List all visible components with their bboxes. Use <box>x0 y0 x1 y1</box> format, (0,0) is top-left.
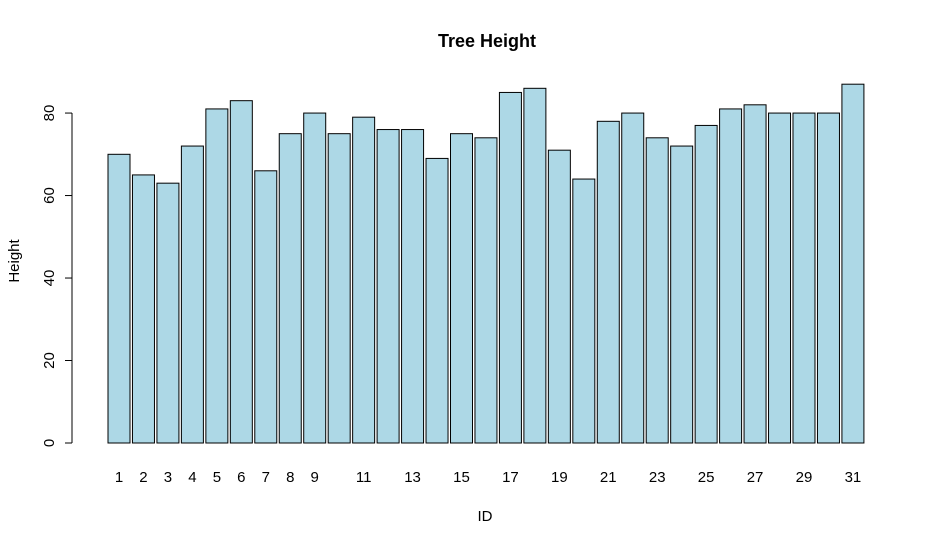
y-tick-label-60: 60 <box>41 187 58 204</box>
x-tick-label-23: 23 <box>649 469 666 486</box>
bar-4 <box>180 145 204 444</box>
x-tick-label-2: 2 <box>139 469 147 486</box>
y-axis-label: Height <box>6 238 23 282</box>
x-tick-label-5: 5 <box>213 469 221 486</box>
bar-12 <box>376 129 400 444</box>
x-tick-label-7: 7 <box>262 469 270 486</box>
bar-31 <box>841 83 865 444</box>
y-tick-label-20: 20 <box>41 352 58 369</box>
bar-19 <box>547 149 571 444</box>
bar-9 <box>303 112 327 444</box>
bar-13 <box>401 129 425 444</box>
chart-title: Tree Height <box>438 31 536 51</box>
bar-24 <box>670 145 694 444</box>
y-tick-label-0: 0 <box>41 439 58 447</box>
bar-25 <box>694 124 718 444</box>
bar-22 <box>621 112 645 444</box>
y-tick-label-40: 40 <box>41 270 58 287</box>
x-tick-label-17: 17 <box>502 469 519 486</box>
bar-5 <box>205 108 229 444</box>
y-axis: 0 20 40 60 80 <box>41 105 73 447</box>
bars-group <box>107 83 865 444</box>
x-tick-label-19: 19 <box>551 469 568 486</box>
x-tick-label-15: 15 <box>453 469 470 486</box>
bar-17 <box>498 91 522 444</box>
x-tick-label-25: 25 <box>698 469 715 486</box>
bar-26 <box>719 108 743 444</box>
x-tick-label-31: 31 <box>845 469 862 486</box>
x-tick-label-27: 27 <box>747 469 764 486</box>
bar-18 <box>523 87 547 444</box>
x-tick-label-4: 4 <box>188 469 196 486</box>
y-tick-label-80: 80 <box>41 105 58 122</box>
x-tick-label-1: 1 <box>115 469 123 486</box>
bar-3 <box>156 182 180 444</box>
bar-10 <box>327 133 351 444</box>
bar-20 <box>572 178 596 444</box>
bar-7 <box>254 170 278 444</box>
bar-29 <box>792 112 816 444</box>
bar-28 <box>768 112 792 444</box>
x-tick-label-13: 13 <box>404 469 421 486</box>
x-tick-label-21: 21 <box>600 469 617 486</box>
x-axis-label: ID <box>478 508 493 525</box>
bar-27 <box>743 104 767 444</box>
bar-2 <box>131 174 155 444</box>
x-tick-label-29: 29 <box>796 469 813 486</box>
x-tick-label-9: 9 <box>311 469 319 486</box>
x-tick-label-6: 6 <box>237 469 245 486</box>
bar-16 <box>474 137 498 444</box>
bar-1 <box>107 153 131 444</box>
bar-30 <box>816 112 840 444</box>
x-tick-label-8: 8 <box>286 469 294 486</box>
x-tick-label-3: 3 <box>164 469 172 486</box>
bar-14 <box>425 157 449 444</box>
bar-11 <box>352 116 376 444</box>
x-tick-label-11: 11 <box>356 469 372 486</box>
x-axis-tick-labels: 1 2 3 4 5 6 7 8 9 11 13 15 17 19 21 23 25 27 29 31 <box>115 469 861 486</box>
bar-23 <box>645 137 669 444</box>
bar-8 <box>278 133 302 444</box>
bar-21 <box>596 120 620 444</box>
bar-15 <box>450 133 473 444</box>
bar-6 <box>229 100 253 444</box>
